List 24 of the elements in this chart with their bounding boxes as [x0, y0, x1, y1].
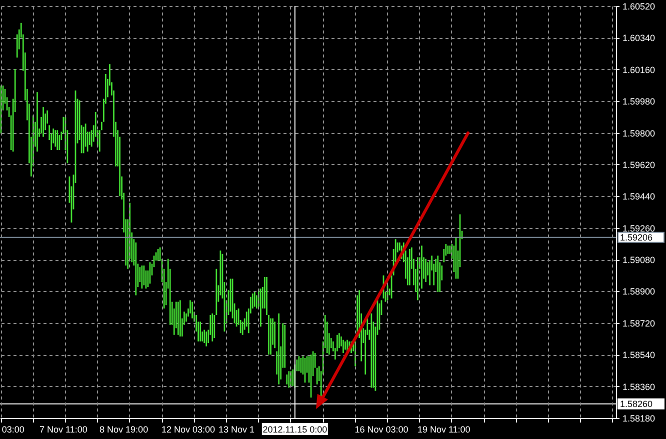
y-tick-label: 1.59980 — [622, 96, 656, 107]
y-tick-label: 1.59440 — [622, 192, 656, 202]
y-tick-label: 1.59620 — [622, 160, 656, 170]
y-tick-label: 1.58180 — [622, 414, 656, 424]
ref-line-label: 1.59206 — [620, 232, 653, 242]
y-tick-label: 1.58540 — [622, 350, 656, 360]
x-tick-label: 13 Nov 1 — [218, 424, 255, 434]
x-tick-label: 7 Nov 11:00 — [39, 424, 88, 434]
ref-line-label: 1.58260 — [620, 398, 653, 409]
y-tick-label: 1.59260 — [622, 223, 656, 234]
y-tick-label: 1.60520 — [622, 2, 656, 12]
y-tick-label: 1.59800 — [622, 128, 656, 138]
y-tick-label: 1.59080 — [622, 255, 656, 266]
y-tick-label: 1.60160 — [622, 64, 656, 75]
x-tick-label: 12 Nov 03:00 — [161, 424, 215, 434]
y-tick-label: 1.58900 — [622, 286, 656, 297]
x-tick-label: 03:00 — [2, 424, 24, 434]
y-tick-label: 1.58720 — [622, 318, 656, 328]
x-tick-label: 8 Nov 19:00 — [100, 424, 148, 434]
x-tick-label: 2012.11.15 0:00 — [262, 424, 328, 434]
x-tick-label: 19 Nov 11:00 — [417, 424, 470, 434]
x-tick-label: 16 Nov 03:00 — [354, 424, 408, 434]
y-tick-label: 1.58360 — [622, 382, 656, 392]
y-tick-label: 1.60340 — [622, 33, 656, 44]
